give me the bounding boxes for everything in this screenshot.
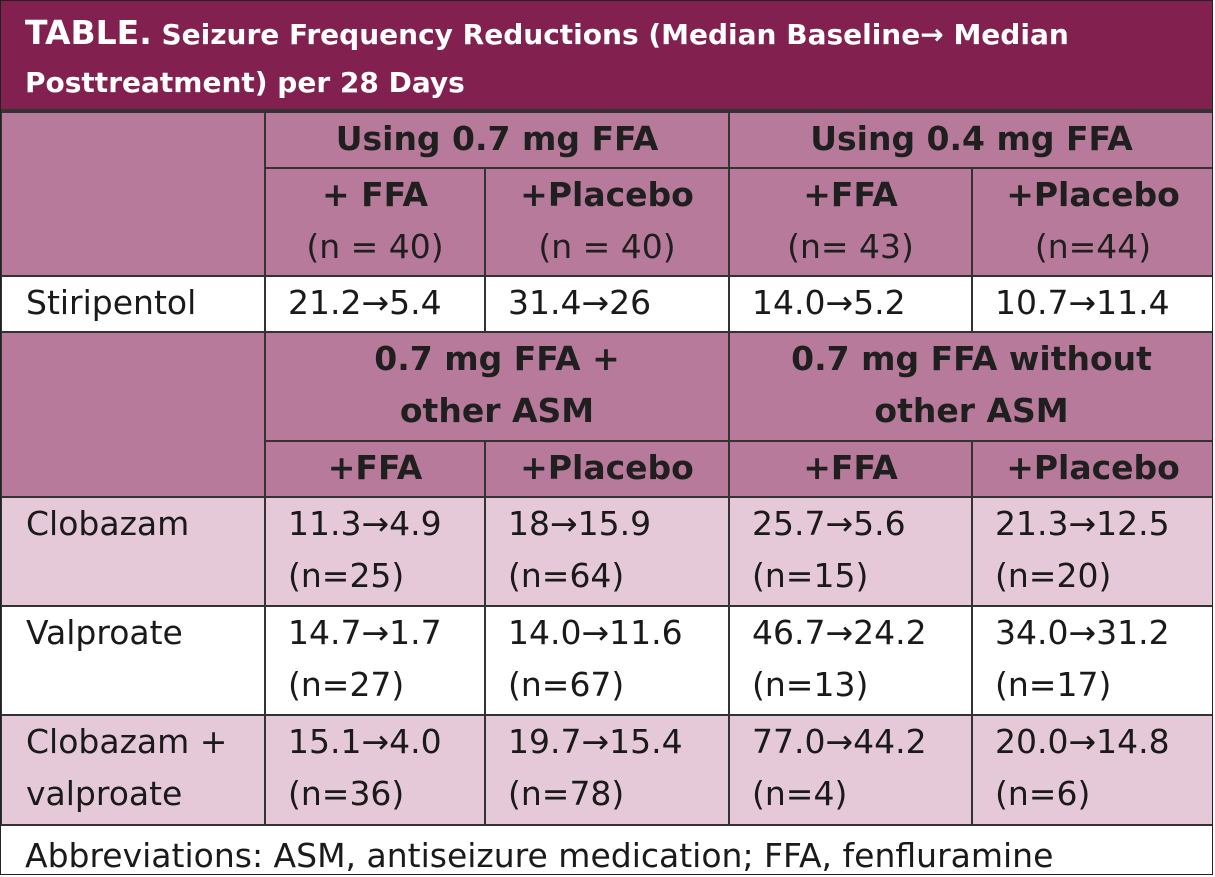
- data-table: Using 0.7 mg FFA Using 0.4 mg FFA + FFA …: [1, 111, 1212, 826]
- cell-value: 14.7→1.7: [288, 613, 442, 652]
- table-cell: 14.7→1.7 (n=27): [264, 605, 486, 716]
- cell-value: 77.0→44.2: [752, 722, 927, 761]
- title-line-2: Posttreatment) per 28 Days: [25, 66, 465, 99]
- group-header-0-7mg: Using 0.7 mg FFA: [263, 111, 731, 169]
- table-cell: 15.1→4.0 (n=36): [264, 714, 486, 826]
- row-label-line: Clobazam +: [26, 722, 228, 761]
- cell-n: (n=15): [752, 556, 869, 595]
- cell-value: 20.0→14.8: [995, 722, 1170, 761]
- table-cell: 20.0→14.8 (n=6): [971, 714, 1212, 826]
- cell-value: 19.7→15.4: [508, 722, 683, 761]
- cell-n: (n=78): [508, 774, 625, 813]
- subheader-ffa-with: +FFA: [264, 440, 486, 498]
- cell-value: 25.7→5.6: [752, 504, 906, 543]
- cell-n: (n=64): [508, 556, 625, 595]
- cell-n: (n=13): [752, 665, 869, 704]
- cell-n: (n=25): [288, 556, 405, 595]
- subheader-ffa-without: +FFA: [728, 440, 974, 498]
- cell-n: (n=17): [995, 665, 1112, 704]
- header-corner-bottom: [1, 331, 266, 498]
- subheader-n: (n= 43): [787, 227, 914, 266]
- table-cell: 21.3→12.5 (n=20): [971, 496, 1212, 607]
- cell-n: (n=67): [508, 665, 625, 704]
- subheader-ffa-07: + FFA (n = 40): [264, 167, 486, 277]
- subheader-n: (n = 40): [538, 227, 676, 266]
- cell-value: 14.0→11.6: [508, 613, 683, 652]
- cell-value: 15.1→4.0: [288, 722, 442, 761]
- table-row: Clobazam 11.3→4.9 (n=25) 18→15.9 (n=64) …: [1, 496, 1212, 607]
- cell-value: 46.7→24.2: [752, 613, 927, 652]
- subheader-placebo-07: +Placebo (n = 40): [483, 167, 731, 277]
- table-title: TABLE. Seizure Frequency Reductions (Med…: [1, 1, 1212, 111]
- subheader-placebo-04: +Placebo (n=44): [971, 167, 1212, 277]
- table-row: Stiripentol 21.2→5.4 31.4→26 14.0→5.2 10…: [1, 275, 1212, 333]
- row-label-clobazam: Clobazam: [1, 496, 266, 607]
- table-cell: 21.2→5.4: [264, 275, 486, 333]
- subheader-ffa-04: +FFA (n= 43): [728, 167, 974, 277]
- row-label-clobazam-valproate: Clobazam + valproate: [1, 714, 266, 826]
- row-label-line: Valproate: [26, 613, 183, 652]
- table-cell: 34.0→31.2 (n=17): [971, 605, 1212, 716]
- title-line-1: TABLE. Seizure Frequency Reductions (Med…: [25, 9, 1192, 59]
- cell-n: (n=36): [288, 774, 405, 813]
- title-lead: TABLE.: [25, 13, 152, 52]
- group-header-0-4mg: Using 0.4 mg FFA: [728, 111, 1212, 169]
- cell-n: (n=6): [995, 774, 1091, 813]
- group-header-line: 0.7 mg FFA +: [374, 339, 620, 378]
- cell-n: (n=27): [288, 665, 405, 704]
- row-label-valproate: Valproate: [1, 605, 266, 716]
- subheader-label: +FFA: [803, 175, 898, 214]
- cell-value: 34.0→31.2: [995, 613, 1170, 652]
- subheader-label: +Placebo: [1006, 175, 1180, 214]
- table-cell: 31.4→26: [483, 275, 731, 333]
- table-cell: 19.7→15.4 (n=78): [483, 714, 731, 826]
- table-cell: 10.7→11.4: [971, 275, 1212, 333]
- group-header-line: other ASM: [874, 391, 1069, 430]
- table-cell: 14.0→5.2: [728, 275, 974, 333]
- table-cell: 77.0→44.2 (n=4): [728, 714, 974, 826]
- group-header-without-other-asm: 0.7 mg FFA without other ASM: [728, 331, 1212, 442]
- cell-value: 18→15.9: [508, 504, 652, 543]
- group-header-line: other ASM: [399, 391, 595, 430]
- cell-n: (n=4): [752, 774, 848, 813]
- row-label-line: Clobazam: [26, 504, 190, 543]
- subheader-label: + FFA: [322, 175, 428, 214]
- subheader-n: (n = 40): [306, 227, 444, 266]
- table-cell: 14.0→11.6 (n=67): [483, 605, 731, 716]
- title-text-1: Seizure Frequency Reductions (Median Bas…: [161, 18, 1069, 51]
- table-row: Valproate 14.7→1.7 (n=27) 14.0→11.6 (n=6…: [1, 605, 1212, 716]
- subheader-n: (n=44): [1034, 227, 1152, 266]
- table-cell: 18→15.9 (n=64): [483, 496, 731, 607]
- subheader-placebo-without: +Placebo: [971, 440, 1212, 498]
- header-corner-top: [1, 111, 266, 277]
- cell-value: 11.3→4.9: [288, 504, 442, 543]
- subheader-placebo-with: +Placebo: [483, 440, 731, 498]
- table-cell: 11.3→4.9 (n=25): [264, 496, 486, 607]
- table-cell: 25.7→5.6 (n=15): [728, 496, 974, 607]
- row-label-line: valproate: [26, 774, 183, 813]
- cell-value: 21.3→12.5: [995, 504, 1170, 543]
- cell-n: (n=20): [995, 556, 1112, 595]
- table-row: Clobazam + valproate 15.1→4.0 (n=36) 19.…: [1, 714, 1212, 826]
- group-header-with-other-asm: 0.7 mg FFA + other ASM: [263, 331, 731, 442]
- subheader-label: +Placebo: [520, 175, 694, 214]
- group-header-line: 0.7 mg FFA without: [791, 339, 1152, 378]
- abbreviations-footnote: Abbreviations: ASM, antiseizure medicati…: [1, 826, 1212, 874]
- table-cell: 46.7→24.2 (n=13): [728, 605, 974, 716]
- row-label-stiripentol: Stiripentol: [1, 275, 266, 333]
